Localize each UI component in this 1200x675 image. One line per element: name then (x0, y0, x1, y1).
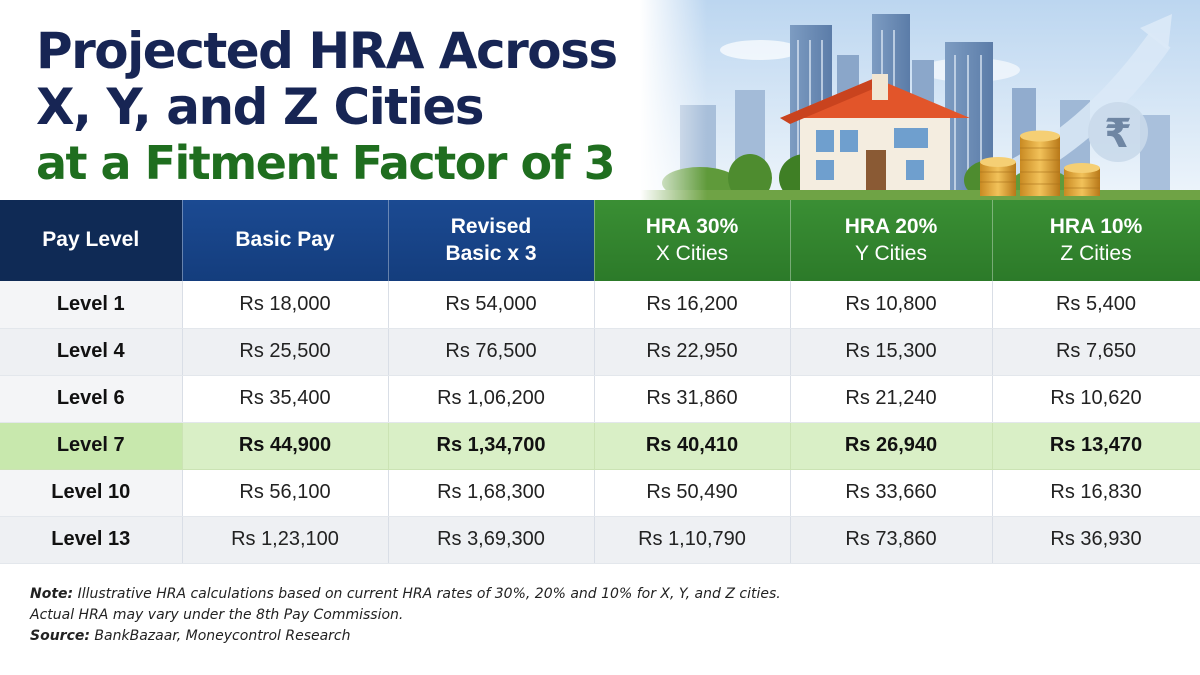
header-sublabel: Z Cities (1060, 241, 1132, 265)
hra-z-cell: Rs 7,650 (992, 328, 1200, 376)
table-row: Level 13 Rs 1,23,100 Rs 3,69,300 Rs 1,10… (0, 516, 1200, 564)
header-sublabel: Basic x 3 (445, 241, 537, 265)
source-line: Source: BankBazaar, Moneycontrol Researc… (30, 626, 1170, 647)
basic-pay-cell: Rs 35,400 (182, 375, 389, 423)
table-row-highlighted: Level 7 Rs 44,900 Rs 1,34,700 Rs 40,410 … (0, 422, 1200, 470)
pay-level-cell: Level 10 (0, 469, 183, 517)
column-header-basic-pay: Basic Pay (182, 200, 389, 281)
column-header-revised-basic: Revised Basic x 3 (388, 200, 595, 281)
note-text: Illustrative HRA calculations based on c… (73, 586, 781, 602)
header-label: HRA 30% (645, 215, 739, 239)
hra-x-cell: Rs 50,490 (594, 469, 791, 517)
hra-x-cell: Rs 31,860 (594, 375, 791, 423)
hra-x-cell: Rs 1,10,790 (594, 516, 791, 564)
table-header: Pay Level Basic Pay Revised Basic x 3 HR… (0, 200, 1200, 281)
basic-pay-cell: Rs 1,23,100 (182, 516, 389, 564)
revised-basic-cell: Rs 1,06,200 (388, 375, 595, 423)
hra-y-cell: Rs 33,660 (790, 469, 993, 517)
source-text: BankBazaar, Moneycontrol Research (89, 628, 351, 644)
header-label: HRA 10% (1049, 215, 1143, 239)
hra-y-cell: Rs 10,800 (790, 281, 993, 329)
revised-basic-cell: Rs 3,69,300 (388, 516, 595, 564)
table-row: Level 10 Rs 56,100 Rs 1,68,300 Rs 50,490… (0, 469, 1200, 517)
pay-level-cell: Level 7 (0, 422, 183, 470)
column-header-hra-x: HRA 30% X Cities (594, 200, 791, 281)
basic-pay-cell: Rs 44,900 (182, 422, 389, 470)
pay-level-cell: Level 13 (0, 516, 183, 564)
hra-z-cell: Rs 10,620 (992, 375, 1200, 423)
hra-y-cell: Rs 15,300 (790, 328, 993, 376)
pay-level-cell: Level 1 (0, 281, 183, 329)
basic-pay-cell: Rs 56,100 (182, 469, 389, 517)
pay-level-cell: Level 4 (0, 328, 183, 376)
table-body: Level 1 Rs 18,000 Rs 54,000 Rs 16,200 Rs… (0, 281, 1200, 564)
basic-pay-cell: Rs 25,500 (182, 328, 389, 376)
revised-basic-cell: Rs 1,68,300 (388, 469, 595, 517)
page-title-line-2: X, Y, and Z Cities (36, 78, 485, 136)
hra-x-cell: Rs 16,200 (594, 281, 791, 329)
table-row: Level 4 Rs 25,500 Rs 76,500 Rs 22,950 Rs… (0, 328, 1200, 376)
table-row: Level 1 Rs 18,000 Rs 54,000 Rs 16,200 Rs… (0, 281, 1200, 329)
city-house-illustration: ₹ (640, 0, 1200, 200)
hra-z-cell: Rs 5,400 (992, 281, 1200, 329)
pay-level-cell: Level 6 (0, 375, 183, 423)
footnotes: Note: Illustrative HRA calculations base… (30, 584, 1170, 647)
page-title-line-1: Projected HRA Across (36, 22, 618, 80)
hra-y-cell: Rs 26,940 (790, 422, 993, 470)
hra-y-cell: Rs 73,860 (790, 516, 993, 564)
revised-basic-cell: Rs 54,000 (388, 281, 595, 329)
hra-x-cell: Rs 40,410 (594, 422, 791, 470)
basic-pay-cell: Rs 18,000 (182, 281, 389, 329)
header-sublabel: Y Cities (855, 241, 927, 265)
page-title-line-3: at a Fitment Factor of 3 (36, 136, 616, 190)
header-label: Pay Level (42, 228, 140, 252)
column-header-pay-level: Pay Level (0, 200, 183, 281)
hra-z-cell: Rs 16,830 (992, 469, 1200, 517)
note-line-1: Note: Illustrative HRA calculations base… (30, 584, 1170, 605)
hra-y-cell: Rs 21,240 (790, 375, 993, 423)
hra-z-cell: Rs 13,470 (992, 422, 1200, 470)
source-label: Source: (30, 628, 90, 644)
revised-basic-cell: Rs 76,500 (388, 328, 595, 376)
note-label: Note: (30, 586, 74, 602)
table-row: Level 6 Rs 35,400 Rs 1,06,200 Rs 31,860 … (0, 375, 1200, 423)
header-row: Pay Level Basic Pay Revised Basic x 3 HR… (0, 200, 1200, 281)
note-line-2: Actual HRA may vary under the 8th Pay Co… (30, 607, 404, 623)
header-label: HRA 20% (844, 215, 938, 239)
title-block: Projected HRA Across X, Y, and Z Cities … (36, 26, 676, 186)
hra-z-cell: Rs 36,930 (992, 516, 1200, 564)
column-header-hra-y: HRA 20% Y Cities (790, 200, 993, 281)
revised-basic-cell: Rs 1,34,700 (388, 422, 595, 470)
header-sublabel: X Cities (655, 241, 729, 265)
hra-table: Pay Level Basic Pay Revised Basic x 3 HR… (0, 200, 1200, 564)
column-header-hra-z: HRA 10% Z Cities (992, 200, 1200, 281)
hra-x-cell: Rs 22,950 (594, 328, 791, 376)
header-label: Revised (450, 215, 532, 239)
header-label: Basic Pay (235, 228, 335, 252)
